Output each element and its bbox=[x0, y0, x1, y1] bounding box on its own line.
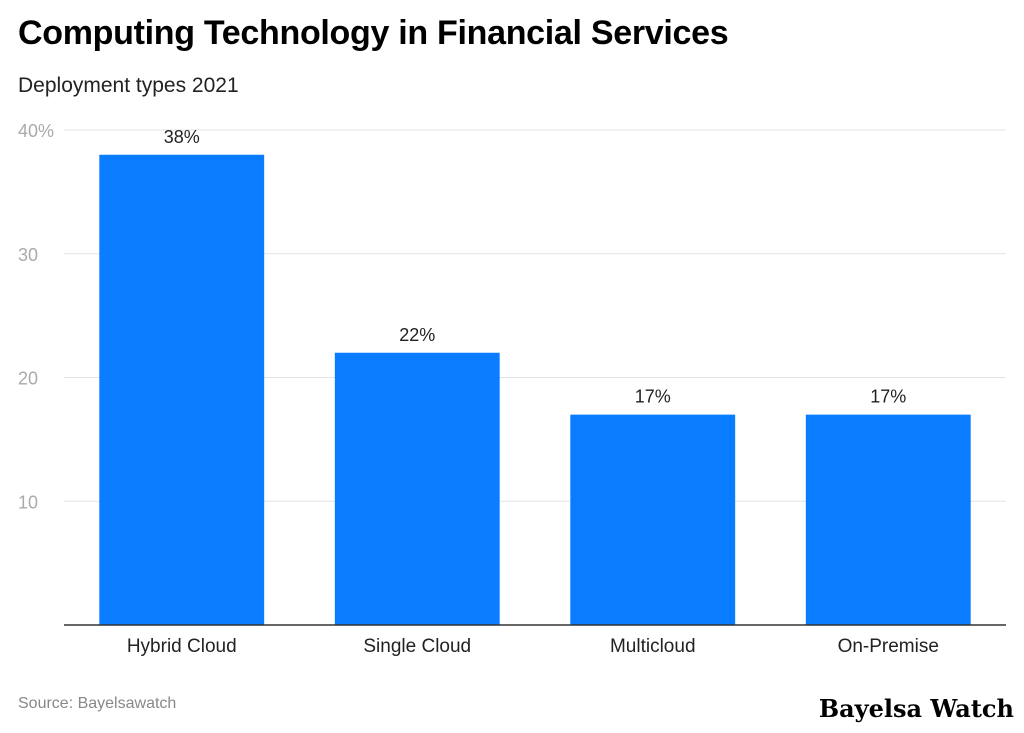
bar bbox=[334, 352, 500, 625]
y-tick-label: 30 bbox=[18, 245, 38, 265]
data-label: 38% bbox=[164, 127, 200, 147]
x-tick-label: Multicloud bbox=[610, 636, 696, 657]
brand-logo: Bayelsa Watch bbox=[818, 694, 1014, 723]
data-label: 17% bbox=[635, 387, 671, 407]
data-label: 17% bbox=[870, 387, 906, 407]
x-tick-label: Hybrid Cloud bbox=[127, 636, 237, 657]
chart-title: Computing Technology in Financial Servic… bbox=[18, 14, 729, 52]
y-tick-label: 10 bbox=[18, 492, 38, 512]
chart-subtitle: Deployment types 2021 bbox=[18, 74, 239, 97]
bar bbox=[99, 154, 265, 625]
data-label: 22% bbox=[399, 325, 435, 345]
bar bbox=[570, 414, 736, 625]
x-tick-label: On-Premise bbox=[838, 636, 939, 657]
x-tick-label: Single Cloud bbox=[363, 636, 471, 657]
bar bbox=[805, 414, 971, 625]
y-tick-label: 20 bbox=[18, 369, 38, 389]
source-note: Source: Bayelsawatch bbox=[18, 695, 177, 712]
y-tick-label: 40% bbox=[18, 121, 54, 141]
